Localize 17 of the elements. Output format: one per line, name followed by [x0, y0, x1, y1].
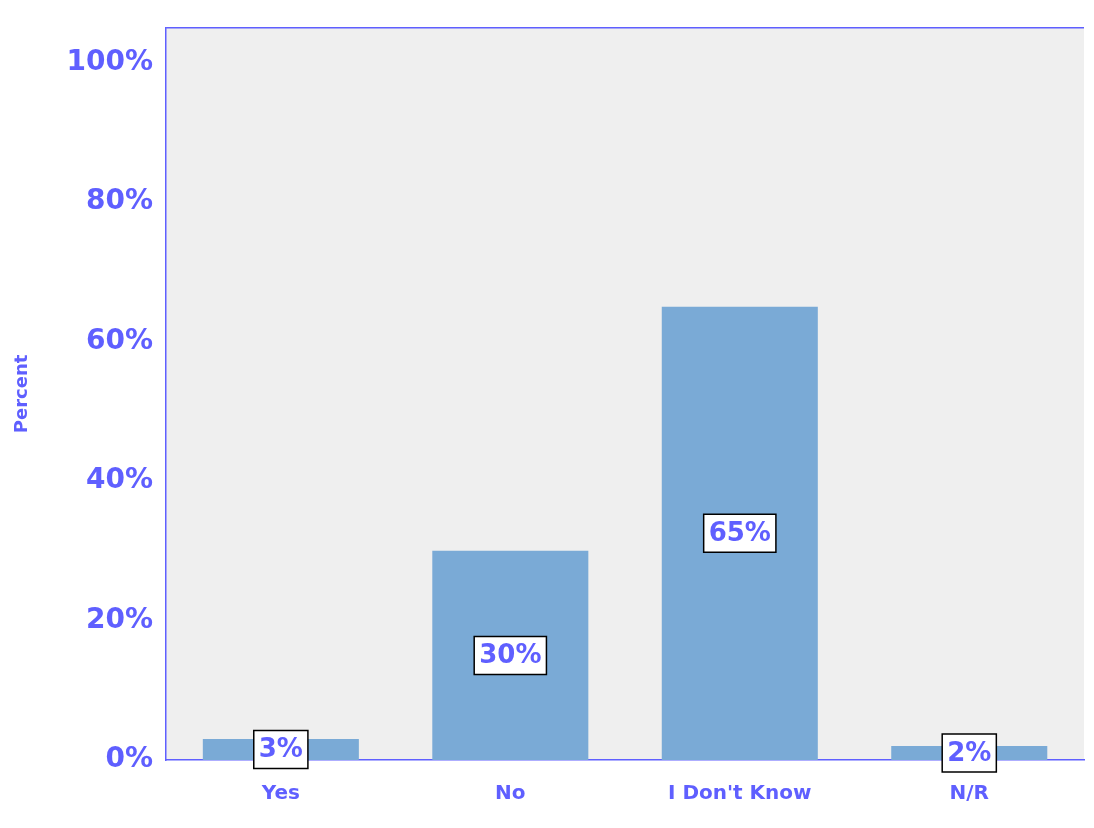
- bar: [432, 550, 589, 760]
- y-tick-label: 100%: [66, 43, 154, 77]
- y-tick-label: 80%: [86, 183, 154, 217]
- data-label: 65%: [708, 517, 771, 548]
- x-tick-label: Yes: [260, 780, 300, 805]
- y-tick-label: 60%: [86, 322, 154, 356]
- x-tick-label: N/R: [949, 780, 989, 805]
- y-tick-label: 20%: [86, 601, 154, 635]
- y-tick-label: 0%: [105, 741, 154, 775]
- x-tick-label: I Don't Know: [667, 780, 812, 805]
- data-label: 2%: [947, 736, 992, 767]
- y-tick-label: 40%: [86, 462, 154, 496]
- x-tick-label: No: [495, 780, 526, 805]
- y-axis-title: Percent: [10, 354, 32, 434]
- data-label: 30%: [479, 639, 542, 670]
- bar: [661, 306, 818, 760]
- data-label: 3%: [258, 733, 303, 764]
